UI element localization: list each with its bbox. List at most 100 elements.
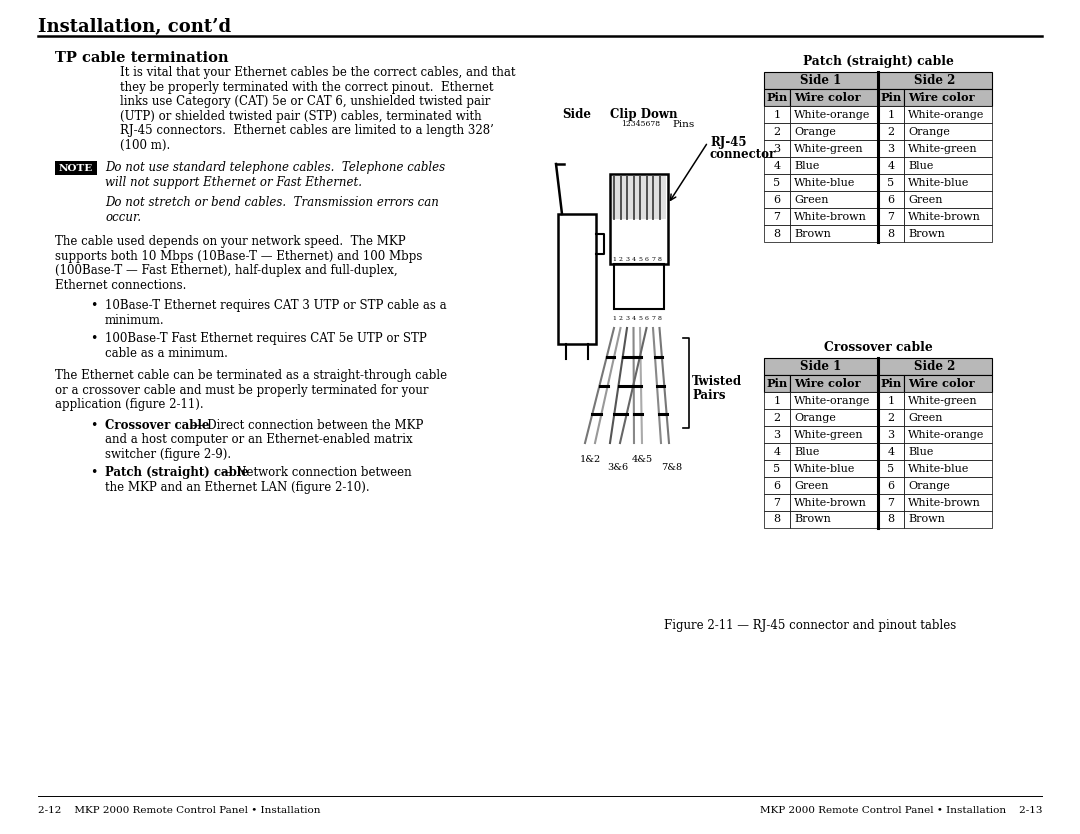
Text: Side 1: Side 1 [800,360,841,373]
Text: White-brown: White-brown [794,212,867,222]
Text: 2-12    MKP 2000 Remote Control Panel • Installation: 2-12 MKP 2000 Remote Control Panel • Ins… [38,806,321,815]
Text: 1: 1 [888,109,894,119]
Bar [789,426,878,443]
Text: cable as a minimum.: cable as a minimum. [105,346,228,359]
Bar [878,494,904,511]
Text: 10Base-T Ethernet requires CAT 3 UTP or STP cable as a: 10Base-T Ethernet requires CAT 3 UTP or … [105,299,447,312]
Text: Pin: Pin [880,92,902,103]
Text: will not support Ethernet or Fast Ethernet.: will not support Ethernet or Fast Ethern… [105,175,362,188]
Bar [878,460,904,477]
Text: Figure 2-11 — RJ-45 connector and pinout tables: Figure 2-11 — RJ-45 connector and pinout… [664,619,956,632]
Bar [878,123,904,140]
Text: — Network connection between: — Network connection between [217,466,411,479]
Bar [764,106,789,123]
Text: 2: 2 [619,257,623,262]
Text: The Ethernet cable can be terminated as a straight-through cable: The Ethernet cable can be terminated as … [55,369,447,382]
Text: Green: Green [794,480,828,490]
Text: application (figure 2-11).: application (figure 2-11). [55,398,204,411]
Text: Brown: Brown [908,515,945,525]
Text: or a crossover cable and must be properly terminated for your: or a crossover cable and must be properl… [55,384,429,396]
Bar [904,89,993,106]
Text: Patch (straight) cable: Patch (straight) cable [105,466,248,479]
Bar [764,392,789,409]
Text: 1&2: 1&2 [580,455,602,464]
Text: 7&8: 7&8 [661,463,683,472]
Bar [789,494,878,511]
Text: 4: 4 [632,257,636,262]
Text: 1: 1 [612,316,617,321]
Bar [764,460,789,477]
Text: Brown: Brown [794,515,831,525]
Bar [764,375,789,392]
Bar [789,191,878,208]
Text: RJ-45: RJ-45 [710,136,746,149]
Bar [904,477,993,494]
Text: RJ-45 connectors.  Ethernet cables are limited to a length 328’: RJ-45 connectors. Ethernet cables are li… [120,124,494,137]
Text: Wire color: Wire color [908,92,974,103]
Text: occur.: occur. [105,210,141,224]
Bar [789,375,878,392]
Text: White-green: White-green [794,430,864,440]
Bar [904,106,993,123]
Text: Ethernet connections.: Ethernet connections. [55,279,187,292]
Text: 5: 5 [773,178,781,188]
Text: White-green: White-green [794,143,864,153]
Bar [764,123,789,140]
Bar [764,191,789,208]
Text: 1: 1 [773,109,781,119]
Text: 8: 8 [658,257,662,262]
Bar [878,511,904,528]
Text: (100Base-T — Fast Ethernet), half-duplex and full-duplex,: (100Base-T — Fast Ethernet), half-duplex… [55,264,397,277]
Text: 6: 6 [645,257,649,262]
Bar [764,358,878,375]
Bar [789,208,878,225]
Text: connector: connector [710,148,777,161]
Bar [904,174,993,191]
Text: Brown: Brown [908,229,945,239]
Bar [878,426,904,443]
Text: White-blue: White-blue [908,464,970,474]
Text: •: • [90,332,97,345]
Text: Do not use standard telephone cables.  Telephone cables: Do not use standard telephone cables. Te… [105,161,445,174]
Text: White-blue: White-blue [794,464,855,474]
Text: 3&6: 3&6 [607,463,629,472]
Text: White-orange: White-orange [908,430,984,440]
Text: the MKP and an Ethernet LAN (figure 2-10).: the MKP and an Ethernet LAN (figure 2-10… [105,480,369,494]
Text: White-orange: White-orange [908,109,984,119]
Bar [610,174,669,264]
Text: Patch (straight) cable: Patch (straight) cable [802,55,954,68]
Text: 6: 6 [773,194,781,204]
Text: MKP 2000 Remote Control Panel • Installation    2-13: MKP 2000 Remote Control Panel • Installa… [759,806,1042,815]
Bar [764,208,789,225]
Text: White-green: White-green [908,143,977,153]
Text: 2: 2 [619,316,623,321]
Bar [878,375,904,392]
Text: 3: 3 [773,430,781,440]
Text: Wire color: Wire color [794,92,861,103]
Text: 4&5: 4&5 [632,455,653,464]
Bar [904,123,993,140]
Text: Blue: Blue [908,160,933,170]
Text: •: • [90,466,97,479]
Text: — Direct connection between the MKP: — Direct connection between the MKP [188,419,423,431]
Bar [878,72,993,89]
Text: •: • [90,419,97,431]
Text: 7: 7 [773,498,781,508]
Text: they be properly terminated with the correct pinout.  Ethernet: they be properly terminated with the cor… [120,81,494,93]
Text: supports both 10 Mbps (10Base-T — Ethernet) and 100 Mbps: supports both 10 Mbps (10Base-T — Ethern… [55,249,422,263]
Text: White-blue: White-blue [794,178,855,188]
Text: 7: 7 [888,212,894,222]
Text: 2: 2 [773,127,781,137]
Text: 4: 4 [773,160,781,170]
Bar [904,140,993,157]
Text: 6: 6 [888,480,894,490]
Bar [764,89,789,106]
Bar [764,409,789,426]
Text: 1: 1 [773,395,781,405]
Bar [764,443,789,460]
Bar [878,157,904,174]
Bar [789,409,878,426]
Bar [878,358,993,375]
Bar [878,174,904,191]
Text: 7: 7 [651,257,656,262]
